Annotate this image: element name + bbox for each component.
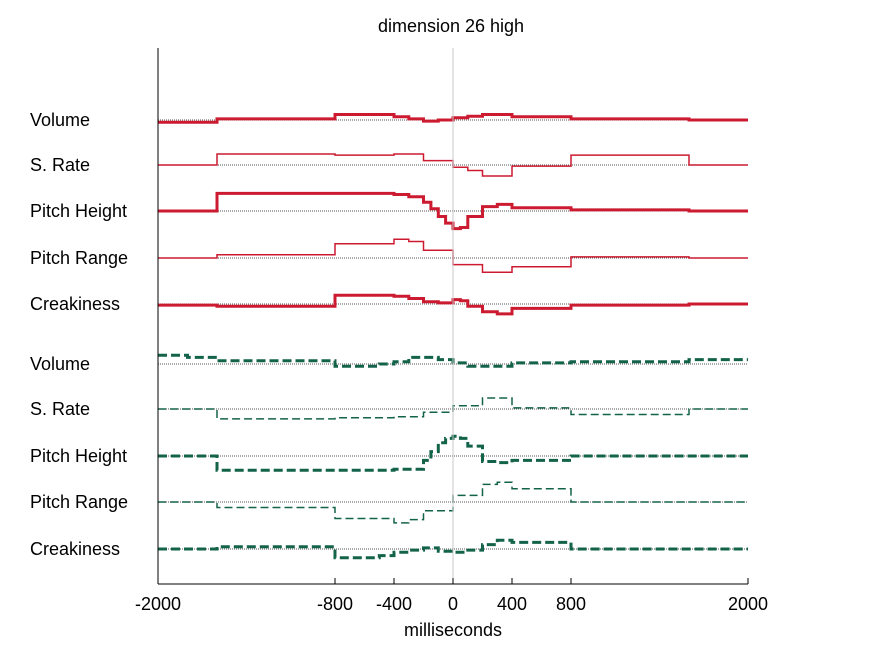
row-label-red-2: S. Rate [30,155,90,175]
series-red-volume [158,113,748,124]
series-red-s-rate [158,153,748,177]
row-label-red-5: Creakiness [30,294,120,314]
x-tick-label: 0 [448,594,458,614]
chart-title: dimension 26 high [378,16,524,36]
row-labels: Volume S. Rate Pitch Height Pitch Range Crea… [30,110,128,559]
row-label-green-2: S. Rate [30,399,90,419]
x-axis-label: milliseconds [404,620,502,640]
row-label-green-5: Creakiness [30,539,120,559]
series-green-creakiness [158,538,748,560]
x-axis-ticks: -2000 -800 -400 0 400 800 2000 [135,578,768,614]
row-label-green-3: Pitch Height [30,446,127,466]
series-red-pitch-range [158,238,748,274]
x-tick-label: 400 [497,594,527,614]
x-tick-label: -2000 [135,594,181,614]
row-label-red-4: Pitch Range [30,248,128,268]
x-tick-label: -400 [376,594,412,614]
row-label-green-1: Volume [30,354,90,374]
series-green-volume [158,353,748,368]
row-label-red-3: Pitch Height [30,201,127,221]
row-label-green-4: Pitch Range [30,492,128,512]
x-tick-label: 800 [556,594,586,614]
x-tick-label: -800 [317,594,353,614]
x-tick-label: 2000 [728,594,768,614]
row-label-red-1: Volume [30,110,90,130]
series-red-creakiness [158,293,748,316]
